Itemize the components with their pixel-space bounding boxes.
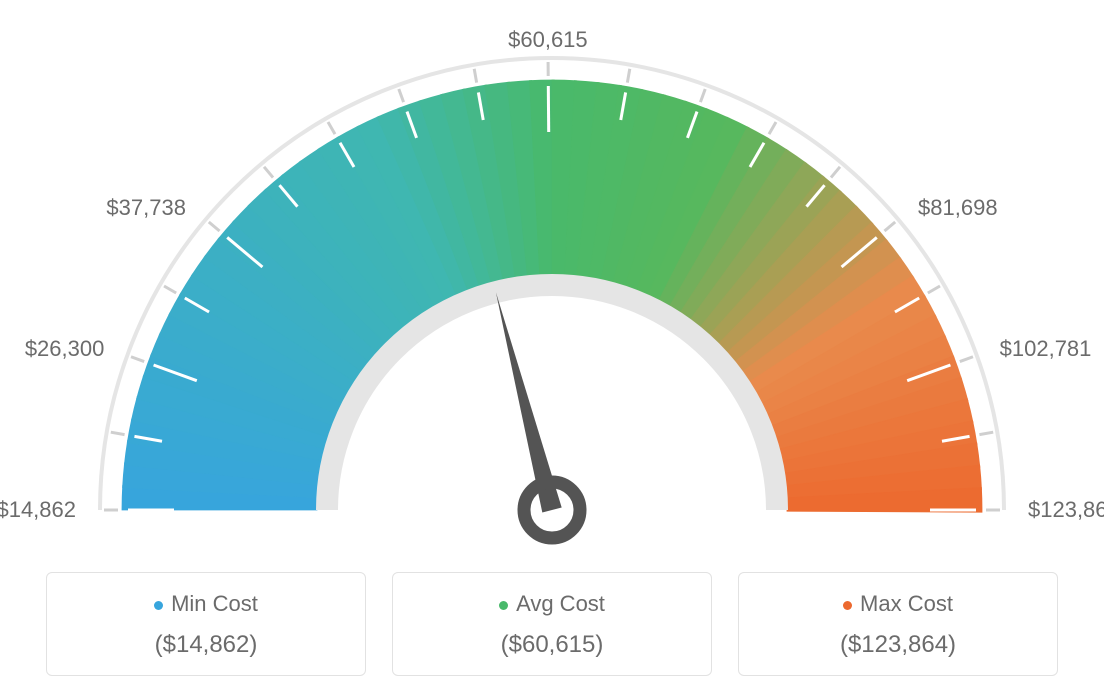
legend-card-max: Max Cost ($123,864): [738, 572, 1058, 676]
gauge-tick-label: $37,738: [106, 195, 186, 221]
legend-value-min: ($14,862): [57, 631, 355, 659]
legend-title-min: Min Cost: [57, 591, 355, 617]
gauge-tick-label: $81,698: [918, 195, 998, 221]
gauge-tick-label: $26,300: [25, 336, 105, 362]
gauge-tick-label: $60,615: [508, 27, 588, 53]
gauge-tick-label: $123,864: [1028, 497, 1104, 523]
legend-card-avg: Avg Cost ($60,615): [392, 572, 712, 676]
gauge-tick-label: $14,862: [0, 497, 76, 523]
gauge-svg: [52, 40, 1052, 580]
legend-title-text-avg: Avg Cost: [516, 591, 605, 616]
legend-title-text-max: Max Cost: [860, 591, 953, 616]
legend-title-text-min: Min Cost: [171, 591, 258, 616]
legend-title-max: Max Cost: [749, 591, 1047, 617]
legend-card-min: Min Cost ($14,862): [46, 572, 366, 676]
cost-gauge-chart: $14,862 $26,300 $37,738 $60,615 $81,698 $102,…: [0, 0, 1104, 560]
gauge-tick-label: $102,781: [1000, 336, 1092, 362]
legend-title-avg: Avg Cost: [403, 591, 701, 617]
legend-row: Min Cost ($14,862) Avg Cost ($60,615) Ma…: [0, 572, 1104, 676]
legend-dot-avg: [499, 601, 508, 610]
legend-value-max: ($123,864): [749, 631, 1047, 659]
legend-dot-min: [154, 601, 163, 610]
legend-dot-max: [843, 601, 852, 610]
legend-value-avg: ($60,615): [403, 631, 701, 659]
